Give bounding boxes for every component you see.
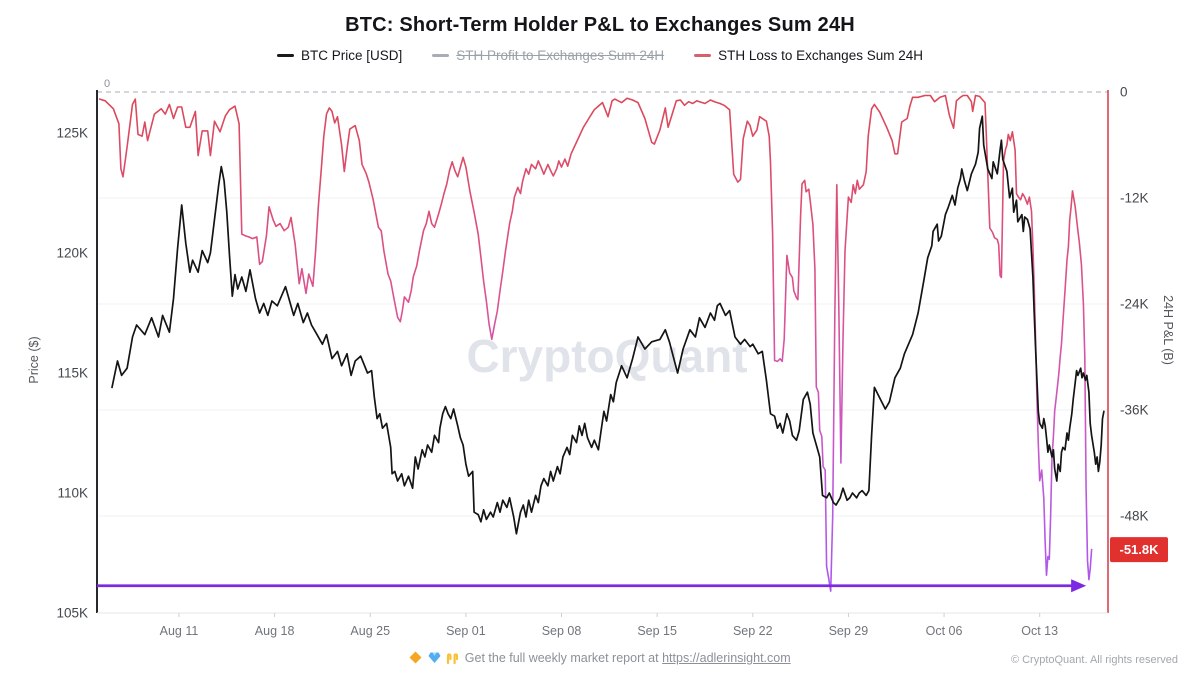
promo-link[interactable]: https://adlerinsight.com [662, 651, 791, 665]
left-y-tick-label: 125K [56, 126, 88, 141]
cryptoquant-watermark: CryptoQuant [466, 330, 747, 382]
left-y-tick-label: 115K [57, 366, 88, 381]
promo-banner: Get the full weekly market report at htt… [0, 651, 1200, 667]
x-tick-label: Oct 13 [1021, 624, 1058, 638]
right-y-tick-label: -12K [1120, 191, 1149, 206]
right-y-tick-label: -36K [1120, 403, 1149, 418]
x-tick-label: Sep 15 [637, 624, 677, 638]
x-tick-label: Aug 25 [350, 624, 390, 638]
x-tick-label: Sep 01 [446, 624, 486, 638]
x-tick-label: Aug 18 [255, 624, 295, 638]
raised-hands-emoji-icon [446, 651, 459, 667]
annotation-layer: -51.8K [97, 537, 1168, 593]
orange-diamond-emoji-icon [409, 651, 422, 667]
gem-emoji-icon [428, 651, 441, 667]
legend-label-btc-price: BTC Price [USD] [301, 48, 403, 63]
last-value-badge [1110, 537, 1168, 563]
chart-footer: Get the full weekly market report at htt… [0, 645, 1200, 675]
chart-header: BTC: Short-Term Holder P&L to Exchanges … [0, 0, 1200, 63]
zero-annotation-label: 0 [104, 78, 110, 90]
left-y-tick-label: 120K [56, 246, 88, 261]
legend-label-sth-loss: STH Loss to Exchanges Sum 24H [718, 48, 923, 63]
loss-series-path [98, 94, 1093, 592]
tick-layer: Aug 11 Aug 18 Aug 25 Sep 01 Sep 08 Sep 15 Sep … [56, 85, 1148, 639]
left-y-tick-label: 110K [57, 486, 88, 501]
chart-title: BTC: Short-Term Holder P&L to Exchanges … [345, 14, 855, 36]
grid-layer [97, 197, 1108, 517]
x-tick-label: Aug 11 [160, 624, 199, 638]
left-axis-title: Price ($) [27, 336, 41, 383]
legend-item-sth-loss[interactable]: STH Loss to Exchanges Sum 24H [694, 48, 923, 63]
price-series-path [111, 115, 1105, 535]
legend: BTC Price [USD] STH Profit to Exchanges … [0, 48, 1200, 63]
series-layer [98, 94, 1105, 592]
left-y-tick-label: 105K [56, 606, 88, 621]
annotation-arrowhead-icon [1071, 579, 1087, 593]
legend-label-sth-profit: STH Profit to Exchanges Sum 24H [456, 48, 665, 63]
x-tick-label: Sep 29 [829, 624, 869, 638]
right-axis-title: 24H P&L (B) [1161, 295, 1175, 365]
x-tick-label: Sep 08 [542, 624, 582, 638]
legend-item-sth-profit[interactable]: STH Profit to Exchanges Sum 24H [432, 48, 664, 63]
x-tick-label: Sep 22 [733, 624, 773, 638]
right-y-tick-label: -24K [1120, 297, 1149, 312]
legend-item-btc-price[interactable]: BTC Price [USD] [277, 48, 402, 63]
price-line-swatch-icon [277, 54, 295, 57]
loss-line-swatch-icon [694, 54, 712, 57]
last-value-badge-text: -51.8K [1119, 542, 1159, 557]
profit-line-swatch-icon [432, 54, 450, 57]
x-tick-label: Oct 06 [926, 624, 963, 638]
copyright-text: © CryptoQuant. All rights reserved [1010, 654, 1178, 666]
promo-text: Get the full weekly market report at [464, 651, 659, 665]
right-y-tick-label: 0 [1120, 85, 1128, 100]
right-y-tick-label: -48K [1120, 509, 1149, 524]
